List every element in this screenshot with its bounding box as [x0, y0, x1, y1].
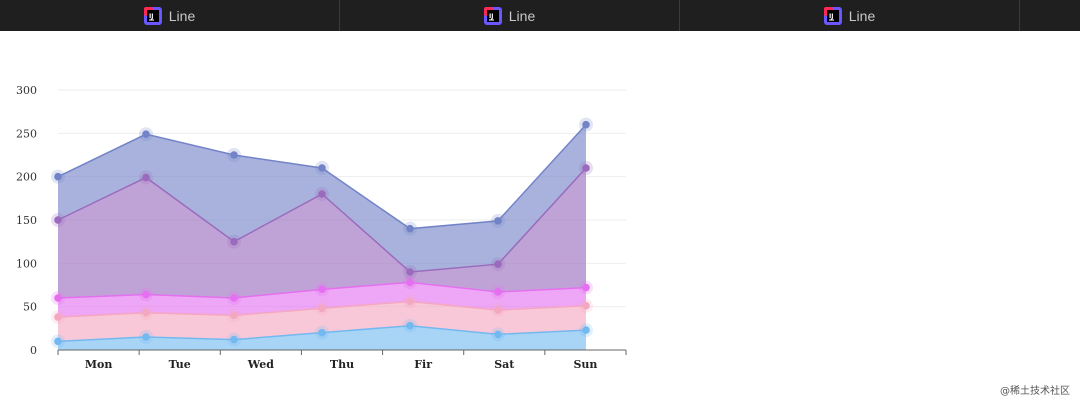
data-point-series-2[interactable]	[582, 302, 590, 310]
data-point-series-3[interactable]	[582, 283, 590, 292]
tab-bar-spacer	[1020, 0, 1080, 31]
area-series-1	[58, 325, 586, 350]
x-tick-label: Fir	[414, 358, 432, 371]
tab-label: Line	[848, 7, 876, 24]
y-tick-label: 300	[16, 84, 37, 97]
data-point-series-4[interactable]	[54, 216, 62, 224]
tab-line-3[interactable]: IJ Line	[680, 0, 1020, 31]
data-point-series-5[interactable]	[142, 130, 150, 138]
data-point-series-1[interactable]	[318, 328, 326, 337]
data-point-series-4[interactable]	[494, 260, 502, 268]
data-point-series-4[interactable]	[318, 190, 326, 198]
series-points	[51, 117, 593, 349]
data-point-series-5[interactable]	[230, 151, 238, 159]
data-point-series-1[interactable]	[582, 326, 590, 334]
x-tick-label: Wed	[247, 358, 274, 371]
y-tick-label: 100	[16, 257, 37, 270]
data-point-series-1[interactable]	[54, 337, 62, 346]
data-point-series-1[interactable]	[142, 333, 150, 341]
y-tick-label: 50	[23, 301, 37, 314]
data-point-series-3[interactable]	[406, 278, 414, 287]
svg-text:IJ: IJ	[489, 13, 493, 20]
axes: 0 50 100 150 200 250 300 Mon Tue Wed Thu Fir Sat Sun	[16, 84, 627, 371]
data-point-series-2[interactable]	[494, 306, 502, 314]
x-tick-label: Tue	[169, 358, 191, 371]
y-tick-label: 150	[16, 214, 37, 227]
intellij-idea-icon: IJ	[483, 6, 502, 25]
tab-label: Line	[168, 7, 196, 24]
data-point-series-5[interactable]	[494, 217, 502, 225]
data-point-series-4[interactable]	[142, 173, 150, 182]
y-tick-label: 0	[30, 344, 37, 357]
tab-bar: IJ Line IJ Line IJ	[0, 0, 1080, 31]
x-tick-label: Sat	[494, 358, 515, 371]
tab-label: Line	[508, 7, 536, 24]
area-series-4	[58, 168, 586, 298]
data-point-series-2[interactable]	[230, 311, 238, 320]
data-point-series-1[interactable]	[406, 321, 414, 330]
x-tick-label: Sun	[573, 358, 597, 371]
data-point-series-3[interactable]	[494, 288, 502, 296]
y-tick-label: 250	[16, 127, 37, 140]
tab-line-2[interactable]: IJ Line	[340, 0, 680, 31]
data-point-series-5[interactable]	[54, 172, 62, 181]
svg-text:IJ: IJ	[149, 13, 153, 20]
y-tick-label: 200	[16, 171, 37, 184]
series-areas	[58, 124, 586, 350]
x-tick-label: Mon	[85, 358, 113, 371]
area-series-2	[58, 301, 586, 342]
x-tick-label: Thu	[330, 358, 354, 371]
data-point-series-4[interactable]	[230, 237, 238, 246]
watermark: @稀土技术社区	[1000, 386, 1070, 397]
data-point-series-3[interactable]	[230, 294, 238, 302]
data-point-series-2[interactable]	[54, 313, 62, 321]
data-point-series-4[interactable]	[406, 268, 414, 276]
area-series-3	[58, 282, 586, 318]
data-point-series-1[interactable]	[494, 330, 502, 339]
data-point-series-1[interactable]	[230, 335, 238, 344]
intellij-idea-icon: IJ	[143, 6, 162, 25]
data-point-series-2[interactable]	[142, 308, 150, 317]
data-point-series-2[interactable]	[406, 297, 414, 306]
data-point-series-3[interactable]	[142, 290, 150, 299]
data-point-series-4[interactable]	[582, 164, 590, 172]
data-point-series-5[interactable]	[406, 224, 414, 233]
data-point-series-5[interactable]	[318, 164, 326, 172]
data-point-series-3[interactable]	[318, 285, 326, 294]
chart-area: 0 50 100 150 200 250 300 Mon Tue Wed Thu Fir Sat Sun	[0, 31, 1080, 403]
tab-line-1[interactable]: IJ Line	[0, 0, 340, 31]
svg-text:IJ: IJ	[829, 13, 833, 20]
intellij-idea-icon: IJ	[823, 6, 842, 25]
data-point-series-2[interactable]	[318, 304, 326, 313]
stacked-area-chart: 0 50 100 150 200 250 300 Mon Tue Wed Thu Fir Sat Sun	[16, 84, 627, 371]
data-point-series-3[interactable]	[54, 294, 62, 302]
data-point-series-5[interactable]	[582, 120, 590, 129]
area-series-5	[58, 124, 586, 273]
